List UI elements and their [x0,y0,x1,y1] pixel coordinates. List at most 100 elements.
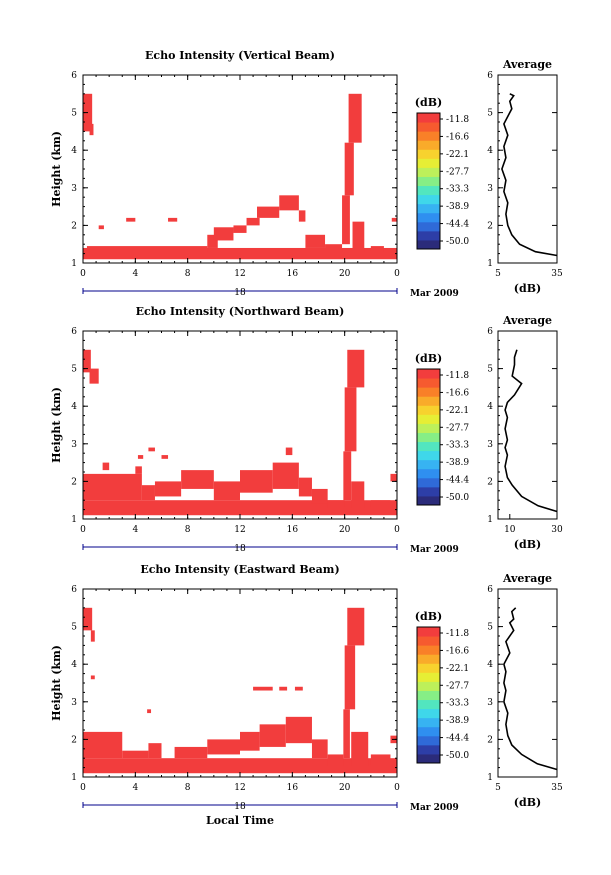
colorbar-swatch [417,203,440,214]
echo-cell [305,234,326,248]
average-title: Average [502,572,552,585]
x-tick-label: 8 [185,269,191,279]
echo-cell [325,244,343,252]
echo-cell [83,607,93,631]
echo-cell [98,225,104,230]
avg-y-tick-label: 2 [487,477,493,487]
colorbar-swatch [417,654,440,664]
colorbar-swatch [417,378,440,388]
colorbar-frame [416,368,441,506]
x-tick-label: 20 [339,783,351,793]
echo-cell [343,451,352,501]
avg-y-tick-label: 4 [487,402,493,412]
y-tick-label: 2 [71,221,77,231]
avg-y-tick-label: 3 [487,440,493,450]
colorbar-swatch [417,140,440,150]
echo-cell [213,227,234,241]
date-day-label: 18 [234,544,246,554]
x-tick-label: 8 [185,783,191,793]
echo-cell [83,758,397,774]
colorbar-swatch [417,414,440,424]
echo-cell [126,217,136,222]
y-axis-label: Height (km) [50,387,63,463]
echo-cell [135,466,142,474]
colorbar-label: -38.9 [446,458,469,468]
colorbar-swatch [417,239,440,250]
colorbar-frame [416,626,441,764]
echo-cell [161,455,169,459]
echo-cell [370,754,391,766]
echo-cell [311,488,328,504]
average-profile-line [501,93,558,257]
echo-cell [370,246,384,252]
echo-cell [279,686,288,691]
y-tick-label: 4 [71,402,77,412]
colorbar-swatch [417,149,440,159]
colorbar-label: -27.7 [446,681,469,691]
colorbar-swatch [417,459,440,470]
colorbar-label: -27.7 [446,423,469,433]
x-tick-label: 0 [394,269,400,279]
colorbar-swatch [417,486,440,497]
colorbar-swatch [417,113,440,123]
colorbar-swatch [417,230,440,241]
echo-cell [343,709,350,759]
y-tick-label: 2 [71,735,77,745]
y-tick-label: 4 [71,146,77,156]
x-tick-label: 0 [394,783,400,793]
avg-x-tick-label: 5 [495,783,501,793]
echo-cell [352,221,365,252]
colorbar-label: -33.3 [446,185,469,195]
echo-cell [279,195,299,211]
average-frame [497,588,558,778]
echo-cell [327,500,345,508]
y-tick-label: 4 [71,660,77,670]
echo-cell [122,750,149,759]
colorbar-swatch [417,450,440,461]
echo-cell [351,481,365,508]
colorbar-label: -16.6 [446,646,469,656]
average-profile-line [504,349,558,513]
colorbar-swatch [417,131,440,141]
avg-y-tick-label: 2 [487,221,493,231]
date-month-label: Mar 2009 [410,289,459,299]
colorbar-swatch [417,441,440,452]
average-xlabel: (dB) [514,538,541,551]
colorbar-swatch [417,708,440,719]
average-frame [497,330,558,520]
avg-y-tick-label: 6 [487,327,493,337]
y-axis-label: Height (km) [50,131,63,207]
colorbar-label: -22.1 [446,150,469,160]
echo-cell [233,225,247,233]
colorbar-swatch [417,753,440,764]
colorbar-swatch [417,369,440,379]
avg-x-tick-label: 5 [495,269,501,279]
echo-cell [259,724,286,747]
colorbar-swatch [417,212,440,223]
avg-y-tick-label: 1 [487,259,493,269]
echo-cell [391,217,397,222]
colorbar-label: -16.6 [446,132,469,142]
colorbar-swatch [417,627,440,637]
avg-y-tick-label: 4 [487,146,493,156]
echo-cell [83,731,123,759]
echo-cell [298,210,306,222]
echo-cell [351,731,369,766]
colorbar-label: -50.0 [446,751,469,761]
echo-cell [154,481,182,497]
echo-cell [253,686,273,691]
colorbar-swatch [417,726,440,737]
average-title: Average [502,58,552,71]
y-tick-label: 1 [71,773,77,783]
echo-cell [90,675,95,680]
y-axis-label: Height (km) [50,645,63,721]
colorbar-swatch [417,423,440,433]
x-tick-label: 16 [287,783,299,793]
avg-y-tick-label: 3 [487,184,493,194]
colorbar-label: -16.6 [446,388,469,398]
date-month-label: Mar 2009 [410,545,459,555]
echo-cell [285,716,312,744]
colorbar-swatch [417,663,440,673]
y-tick-label: 5 [71,623,77,633]
